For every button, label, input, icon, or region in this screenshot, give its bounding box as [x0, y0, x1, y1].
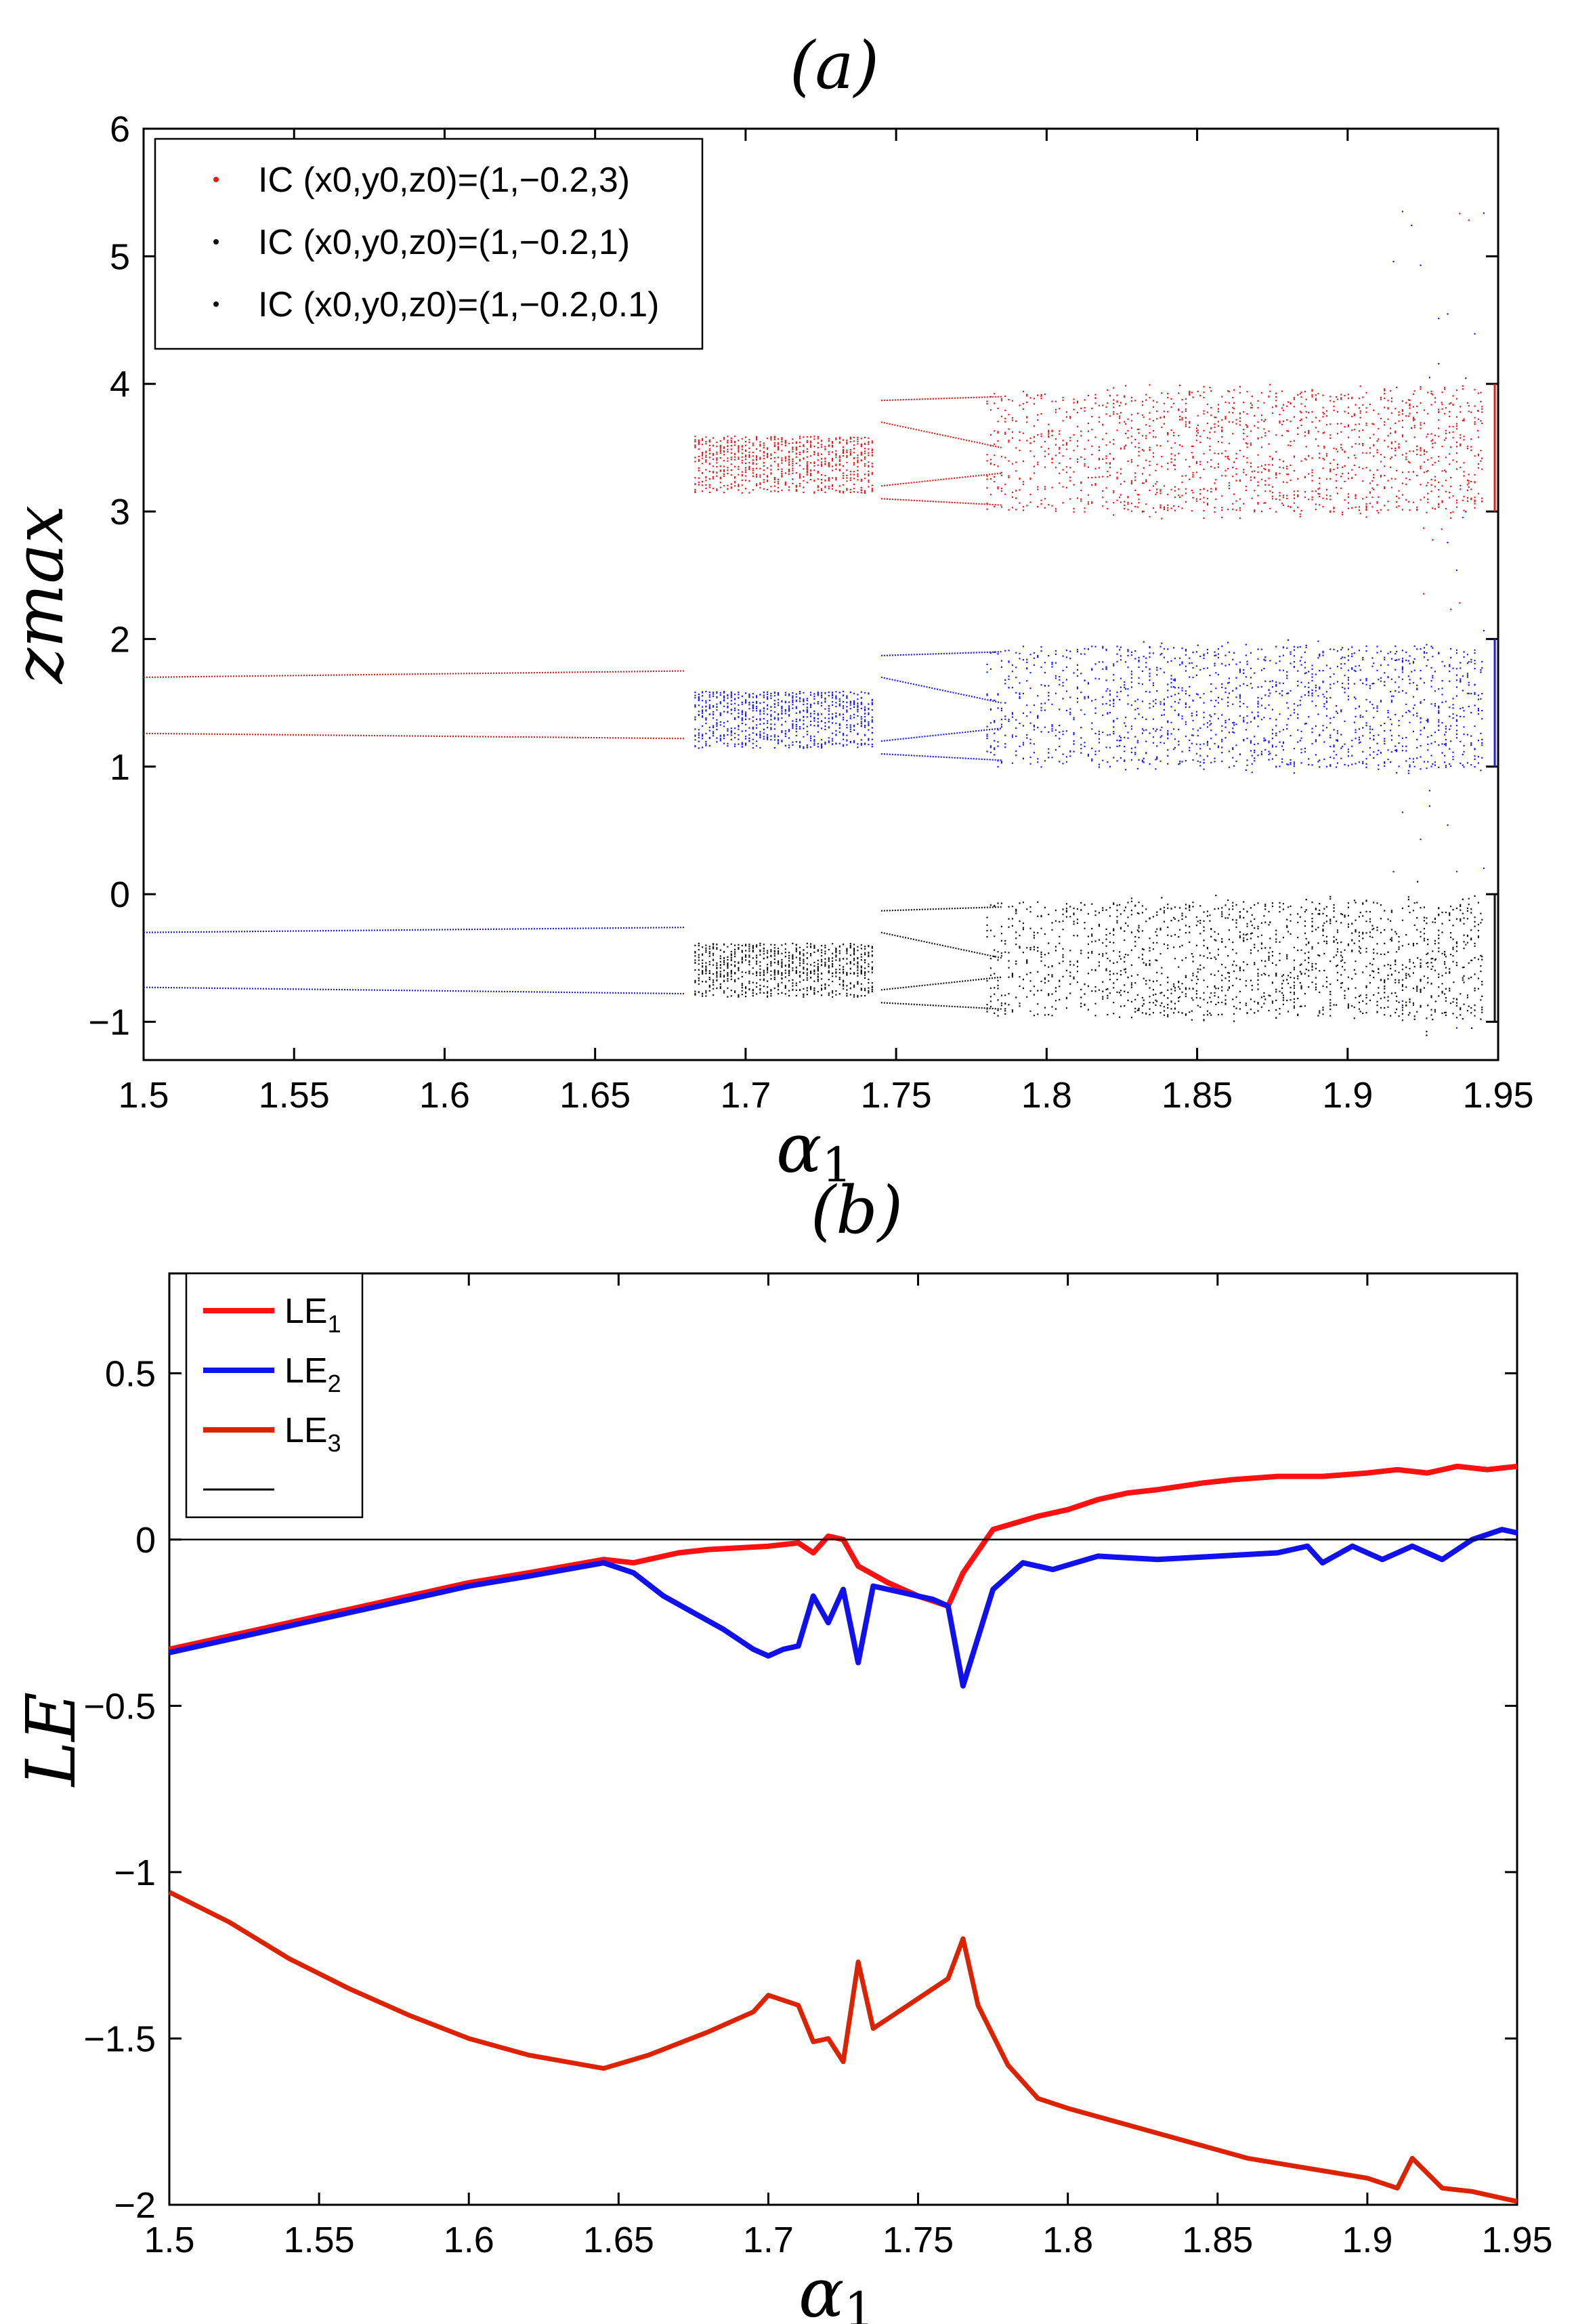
period-branch-line — [880, 472, 1002, 487]
x-tick-label: 1.95 — [1462, 1075, 1533, 1116]
y-tick-label: 6 — [110, 109, 130, 150]
y-tick-label: −2 — [114, 2185, 156, 2226]
legend: IC (x0,y0,z0)=(1,−0.2,3) IC (x0,y0,z0)=(1… — [154, 138, 704, 350]
x-tick-label: 1.95 — [1481, 2220, 1552, 2260]
legend-box — [154, 138, 704, 350]
legend-label: LE1 — [284, 1292, 341, 1338]
period-branch-line — [880, 651, 1002, 657]
period-branch-line — [880, 1002, 1002, 1010]
period-branch-line — [143, 927, 686, 933]
x-tick-label: 1.5 — [118, 1075, 169, 1116]
period-branch-line — [880, 396, 1002, 402]
scatter-point-cluster — [694, 467, 873, 494]
legend-label: LE2 — [284, 1351, 341, 1397]
y-tick-label: 2 — [110, 619, 130, 660]
legend-label: LE3 — [284, 1411, 341, 1457]
series-line-le3 — [168, 1890, 1518, 2204]
x-tick-label: 1.8 — [1021, 1075, 1072, 1116]
x-tick-label: 1.6 — [419, 1075, 470, 1116]
x-tick-label: 1.55 — [259, 1075, 330, 1116]
x-axis-label: α1 — [799, 2254, 874, 2324]
scatter-point-cluster — [694, 722, 873, 749]
y-tick-label: −1 — [88, 1002, 130, 1042]
scatter-point-cluster — [986, 645, 1483, 768]
x-tick-label: 1.65 — [559, 1075, 631, 1116]
x-tick-label: 1.75 — [861, 1075, 932, 1116]
x-tick-label: 1.7 — [743, 2220, 794, 2260]
scatter-point-cluster — [694, 690, 873, 723]
chart-title: (a) — [790, 28, 879, 104]
x-tick-label: 1.8 — [1042, 2220, 1093, 2260]
plot-frame — [142, 127, 1499, 1061]
legend-label: IC (x0,y0,z0)=(1,−0.2,0.1) — [258, 285, 660, 324]
period-branch-line — [880, 906, 1002, 912]
y-tick-label: 0 — [110, 874, 130, 915]
y-tick-label: −0.5 — [83, 1686, 156, 1727]
x-tick-label: 1.7 — [720, 1075, 771, 1116]
y-axis-label: zmax — [0, 505, 79, 685]
scatter-point-cluster — [694, 436, 873, 468]
y-axis-label: LE — [12, 1692, 91, 1788]
legend-label: IC (x0,y0,z0)=(1,−0.2,3) — [258, 161, 630, 200]
period-branch-line — [880, 727, 1002, 742]
period-branch-line — [880, 753, 1002, 761]
period-branch-line — [880, 498, 1002, 506]
y-tick-label: −1.5 — [83, 2019, 156, 2059]
legend-marker — [213, 239, 219, 245]
period-branch-line — [880, 976, 1002, 991]
period-branch-line — [143, 732, 686, 740]
y-tick-label: 3 — [110, 492, 130, 532]
legend-label: IC (x0,y0,z0)=(1,−0.2,1) — [258, 223, 630, 262]
y-tick-label: 1 — [110, 747, 130, 788]
y-tick-label: 0 — [135, 1520, 156, 1561]
chart-title: (b) — [811, 1172, 903, 1248]
x-tick-label: 1.65 — [583, 2220, 654, 2260]
legend: LE1 LE2 LE3 — [185, 1272, 364, 1519]
legend-box — [185, 1272, 364, 1519]
panel-b: 1.5 1.55 1.6 1.65 1.7 1.75 1.8 1.85 1.9 1.95 0.5 0 −… — [12, 1172, 1553, 2324]
x-axis-label: α1 — [776, 1109, 852, 1193]
x-tick-label: 1.9 — [1322, 1075, 1373, 1116]
x-tick-label: 1.55 — [284, 2220, 355, 2260]
legend-marker — [213, 301, 219, 307]
plot-frame — [168, 1272, 1518, 2206]
x-tick-label: 1.75 — [882, 2220, 954, 2260]
series-line-le2 — [169, 1527, 1518, 1689]
legend-marker — [213, 177, 219, 182]
y-tick-label: −1 — [114, 1853, 156, 1893]
y-tick-label: 5 — [110, 236, 130, 277]
x-tick-label: 1.9 — [1342, 2220, 1392, 2260]
period-branch-line — [143, 670, 686, 679]
panel-a: 1.5 1.55 1.6 1.65 1.7 1.75 1.8 1.85 1.9 1.95 6 5 4 3 2… — [0, 28, 1534, 1193]
x-tick-label: 1.85 — [1182, 2220, 1253, 2260]
y-tick-label: 0.5 — [105, 1353, 156, 1394]
x-tick-label: 1.85 — [1162, 1075, 1233, 1116]
y-tick-label: 4 — [110, 364, 130, 405]
scatter-point-cluster — [694, 942, 873, 975]
scatter-points — [143, 211, 1496, 1036]
x-tick-label: 1.5 — [144, 2220, 194, 2260]
x-tick-label: 1.6 — [444, 2220, 494, 2260]
period-branch-line — [143, 986, 686, 995]
